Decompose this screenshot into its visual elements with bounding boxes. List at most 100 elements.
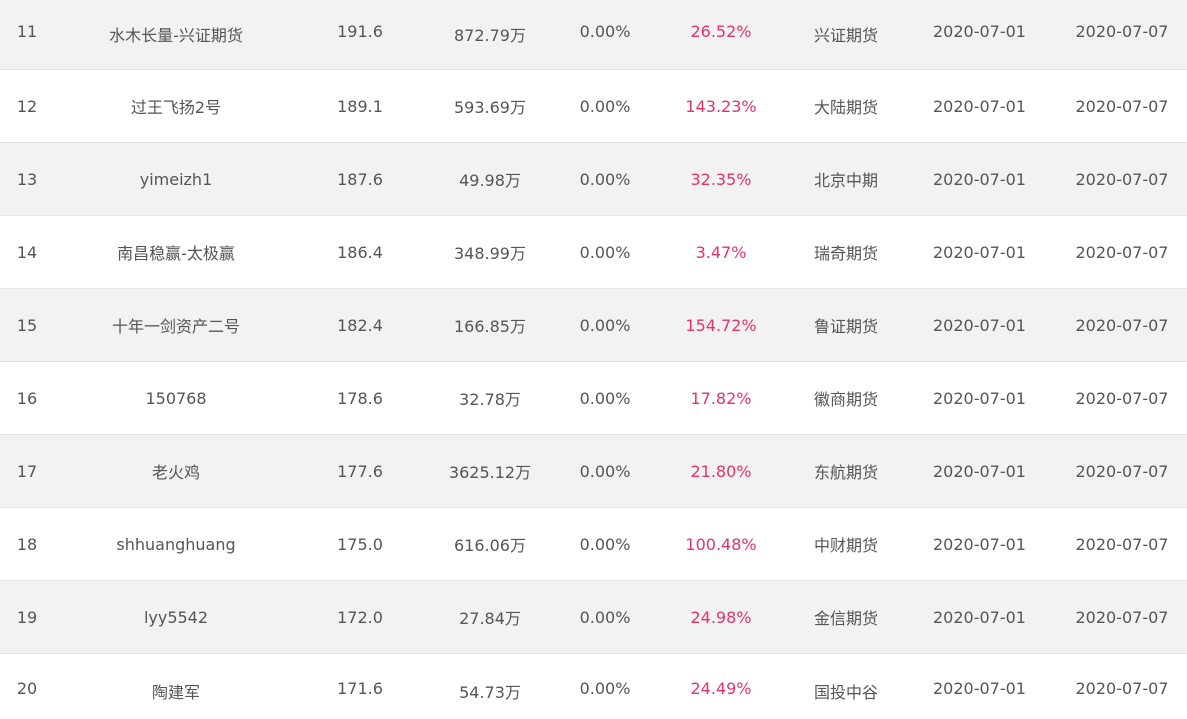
amount-cell: 32.78万 <box>459 390 521 409</box>
amount-cell: 348.99万 <box>454 244 526 263</box>
return-cell: 100.48% <box>685 534 757 554</box>
amount-cell: 54.73万 <box>459 683 521 702</box>
account-name-cell: 过王飞扬2号 <box>130 98 222 117</box>
score-cell: 191.6 <box>337 22 383 41</box>
score-cell: 178.6 <box>337 388 383 408</box>
rank-cell: 18 <box>16 534 38 554</box>
score-cell: 172.0 <box>337 607 383 627</box>
amount-cell: 3625.12万 <box>448 463 532 482</box>
table-row[interactable]: 18 shhuanghuang 175.0 616.06万 0.00% 100.… <box>0 508 1187 581</box>
account-name-cell: 陶建军 <box>151 683 200 702</box>
account-name-cell: 老火鸡 <box>151 463 200 482</box>
return-cell: 24.49% <box>690 679 752 698</box>
table-row[interactable]: 11 水木长量-兴证期货 191.6 872.79万 0.00% 26.52% … <box>0 0 1187 70</box>
rate-cell: 0.00% <box>579 242 631 262</box>
end-date-cell: 2020-07-07 <box>1075 607 1169 627</box>
return-cell: 143.23% <box>685 96 757 116</box>
rank-cell: 19 <box>16 607 38 627</box>
rate-cell: 0.00% <box>579 315 631 335</box>
broker-cell: 徽商期货 <box>813 390 878 409</box>
end-date-cell: 2020-07-07 <box>1075 96 1169 116</box>
rate-cell: 0.00% <box>579 169 631 189</box>
score-cell: 189.1 <box>337 96 383 116</box>
account-name-cell: 南昌稳赢-太极赢 <box>117 244 235 263</box>
rank-cell: 11 <box>16 22 38 41</box>
account-name-cell: yimeizh1 <box>139 169 213 189</box>
return-cell: 17.82% <box>690 388 752 408</box>
start-date-cell: 2020-07-01 <box>933 96 1026 116</box>
rate-cell: 0.00% <box>579 388 631 408</box>
end-date-cell: 2020-07-07 <box>1075 388 1169 408</box>
broker-cell: 中财期货 <box>813 536 878 555</box>
table-row[interactable]: 16 150768 178.6 32.78万 0.00% 17.82% 徽商期货… <box>0 362 1187 435</box>
amount-cell: 593.69万 <box>454 98 526 117</box>
broker-cell: 国投中谷 <box>813 683 878 702</box>
rank-cell: 13 <box>16 169 38 189</box>
table-row[interactable]: 20 陶建军 171.6 54.73万 0.00% 24.49% 国投中谷 20… <box>0 654 1187 719</box>
end-date-cell: 2020-07-07 <box>1075 169 1169 189</box>
rate-cell: 0.00% <box>579 96 631 116</box>
table-row[interactable]: 15 十年一剑资产二号 182.4 166.85万 0.00% 154.72% … <box>0 289 1187 362</box>
amount-cell: 27.84万 <box>459 609 521 628</box>
score-cell: 177.6 <box>337 461 383 481</box>
table-row[interactable]: 17 老火鸡 177.6 3625.12万 0.00% 21.80% 东航期货 … <box>0 435 1187 508</box>
end-date-cell: 2020-07-07 <box>1075 22 1169 41</box>
end-date-cell: 2020-07-07 <box>1075 461 1169 481</box>
return-cell: 154.72% <box>685 315 757 335</box>
score-cell: 186.4 <box>337 242 383 262</box>
start-date-cell: 2020-07-01 <box>933 679 1026 698</box>
start-date-cell: 2020-07-01 <box>933 22 1026 41</box>
rate-cell: 0.00% <box>579 22 631 41</box>
rank-cell: 17 <box>16 461 38 481</box>
start-date-cell: 2020-07-01 <box>933 461 1026 481</box>
amount-cell: 49.98万 <box>459 171 521 190</box>
start-date-cell: 2020-07-01 <box>933 534 1026 554</box>
rank-cell: 12 <box>16 96 38 116</box>
start-date-cell: 2020-07-01 <box>933 388 1026 408</box>
end-date-cell: 2020-07-07 <box>1075 679 1169 698</box>
start-date-cell: 2020-07-01 <box>933 169 1026 189</box>
amount-cell: 166.85万 <box>454 317 526 336</box>
account-name-cell: 水木长量-兴证期货 <box>109 26 243 45</box>
score-cell: 187.6 <box>337 169 383 189</box>
broker-cell: 大陆期货 <box>813 98 878 117</box>
rate-cell: 0.00% <box>579 461 631 481</box>
return-cell: 32.35% <box>690 169 752 189</box>
return-cell: 26.52% <box>690 22 752 41</box>
broker-cell: 兴证期货 <box>813 26 878 45</box>
amount-cell: 616.06万 <box>454 536 526 555</box>
account-name-cell: lyy5542 <box>143 607 209 627</box>
broker-cell: 瑞奇期货 <box>813 244 878 263</box>
table-row[interactable]: 19 lyy5542 172.0 27.84万 0.00% 24.98% 金信期… <box>0 581 1187 654</box>
end-date-cell: 2020-07-07 <box>1075 315 1169 335</box>
table-row[interactable]: 14 南昌稳赢-太极赢 186.4 348.99万 0.00% 3.47% 瑞奇… <box>0 216 1187 289</box>
end-date-cell: 2020-07-07 <box>1075 534 1169 554</box>
rate-cell: 0.00% <box>579 534 631 554</box>
start-date-cell: 2020-07-01 <box>933 242 1026 262</box>
return-cell: 21.80% <box>690 461 752 481</box>
start-date-cell: 2020-07-01 <box>933 315 1026 335</box>
broker-cell: 鲁证期货 <box>813 317 878 336</box>
rank-cell: 15 <box>16 315 38 335</box>
account-name-cell: 十年一剑资产二号 <box>111 317 240 336</box>
table-row[interactable]: 12 过王飞扬2号 189.1 593.69万 0.00% 143.23% 大陆… <box>0 70 1187 143</box>
table-row[interactable]: 13 yimeizh1 187.6 49.98万 0.00% 32.35% 北京… <box>0 143 1187 216</box>
account-name-cell: 150768 <box>145 388 207 408</box>
score-cell: 182.4 <box>337 315 383 335</box>
rate-cell: 0.00% <box>579 607 631 627</box>
amount-cell: 872.79万 <box>454 26 526 45</box>
account-name-cell: shhuanghuang <box>116 534 236 554</box>
broker-cell: 北京中期 <box>813 171 878 190</box>
rank-cell: 20 <box>16 679 38 698</box>
return-cell: 24.98% <box>690 607 752 627</box>
rank-cell: 14 <box>16 242 38 262</box>
end-date-cell: 2020-07-07 <box>1075 242 1169 262</box>
score-cell: 175.0 <box>337 534 383 554</box>
broker-cell: 东航期货 <box>813 463 878 482</box>
rate-cell: 0.00% <box>579 679 631 698</box>
broker-cell: 金信期货 <box>813 609 878 628</box>
return-cell: 3.47% <box>695 242 747 262</box>
start-date-cell: 2020-07-01 <box>933 607 1026 627</box>
rank-cell: 16 <box>16 388 38 408</box>
